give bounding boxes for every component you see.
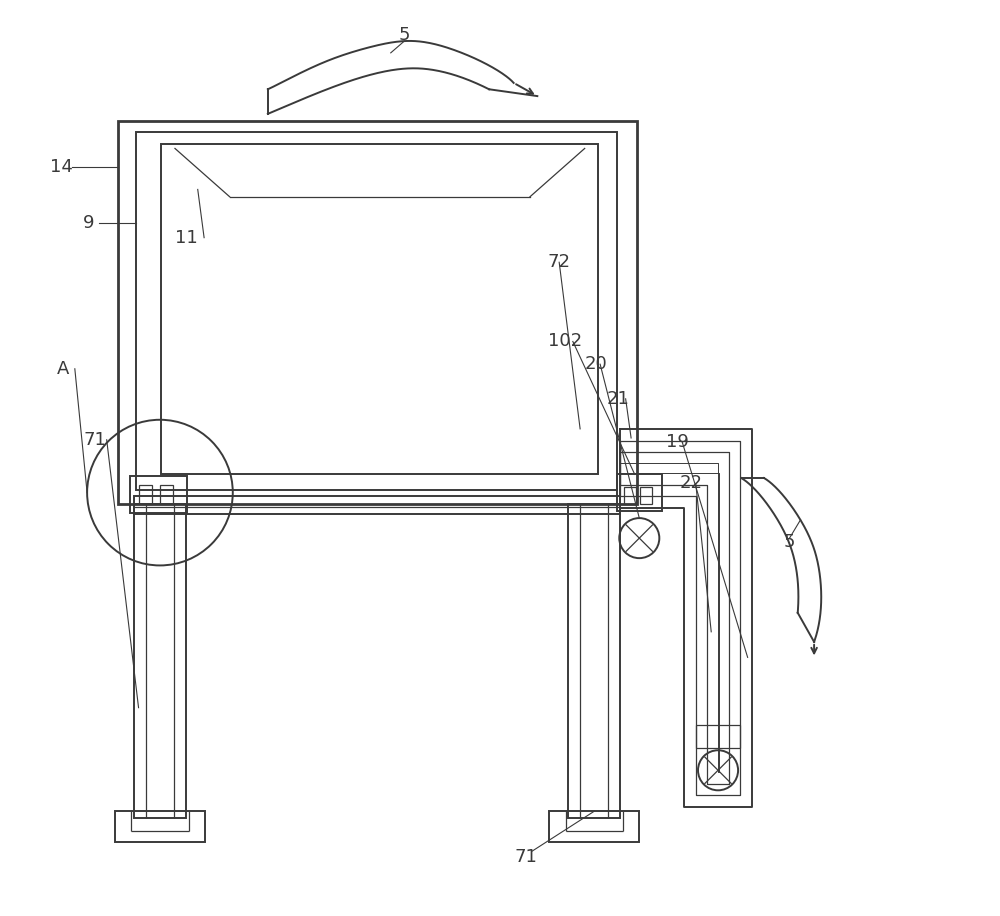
Text: 9: 9	[83, 214, 94, 232]
Text: 14: 14	[50, 158, 73, 176]
Text: 19: 19	[666, 432, 689, 451]
Text: 5: 5	[399, 26, 410, 44]
Text: A: A	[57, 360, 69, 377]
Text: 72: 72	[548, 253, 571, 271]
Bar	[617, 474, 662, 511]
Bar	[624, 487, 636, 504]
Bar	[130, 476, 187, 513]
Bar	[134, 504, 186, 818]
Text: 5: 5	[784, 533, 795, 551]
Bar	[115, 812, 205, 842]
Text: 11: 11	[175, 229, 197, 246]
Text: 102: 102	[548, 333, 583, 351]
Bar	[118, 121, 637, 504]
Text: 21: 21	[607, 390, 630, 408]
Bar	[640, 487, 652, 504]
Text: 71: 71	[514, 848, 537, 866]
Text: 20: 20	[584, 355, 607, 373]
Text: 71: 71	[83, 431, 106, 449]
Bar	[139, 485, 152, 504]
Bar	[134, 496, 620, 515]
Bar	[161, 144, 598, 474]
Text: 22: 22	[680, 474, 703, 493]
Bar	[696, 725, 740, 747]
Bar	[160, 485, 173, 504]
Bar	[549, 812, 639, 842]
Bar	[568, 504, 620, 818]
Bar	[136, 132, 617, 490]
